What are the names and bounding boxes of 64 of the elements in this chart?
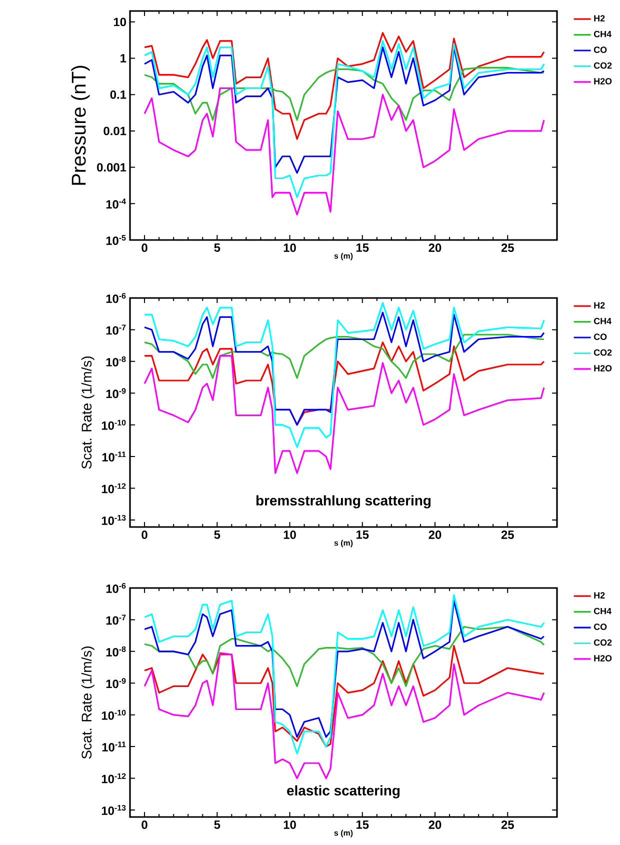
x-tick-label: 25	[501, 530, 514, 539]
y-tick-label: 10$^{-11}$	[102, 452, 126, 462]
x-tick-label: 25	[501, 244, 514, 252]
y-tick-label: 10	[114, 18, 126, 26]
y-tick-label: 0.001	[97, 163, 126, 172]
x-tick-label: 15	[356, 820, 369, 829]
y-tick-label: 10$^{-6}$	[106, 292, 126, 303]
y-tick-label: 10$^{-10}$	[102, 710, 126, 720]
legend-label: CH4	[594, 318, 612, 324]
y-tick-label: 10$^{-8}$	[106, 646, 126, 656]
x-tick-label: 10	[284, 820, 296, 829]
y-tick-label: 10$^{-13}$	[102, 514, 126, 525]
y-tick-label: 10$^{-7}$	[106, 614, 126, 625]
legend-label: H2O	[594, 365, 612, 372]
legend-label: CO	[594, 46, 607, 53]
x-tick-label: 20	[428, 244, 442, 252]
y-tick-label: 0.1	[110, 90, 126, 99]
x-tick-label: 5	[214, 820, 220, 829]
line-series	[144, 32, 545, 140]
y-axis-title: Scat. Rate (1/m/s)	[81, 646, 94, 759]
legend-label: CH4	[594, 30, 612, 38]
y-axis-title: Scat. Rate (1/m/s)	[81, 356, 94, 469]
y-tick-label: 10$^{-13}$	[102, 804, 126, 815]
x-tick-label: 0	[142, 530, 148, 539]
line-series	[144, 302, 545, 448]
y-tick-label: 1	[120, 54, 126, 62]
y-tick-label: 0.01	[104, 126, 126, 136]
x-tick-label: 15	[356, 244, 369, 252]
y-tick-label: 10$^{-9}$	[106, 678, 126, 688]
x-tick-label: 20	[428, 820, 442, 829]
legend-label: H2	[594, 592, 605, 598]
y-axis-title: Pressure (nT)	[71, 66, 90, 185]
y-tick-label: 10$^{-5}$	[106, 235, 126, 245]
legend-label: CO2	[594, 639, 612, 646]
x-tick-label: 25	[501, 820, 514, 829]
annotation: bremsstrahlung scattering	[256, 495, 431, 508]
x-tick-label: 10	[284, 530, 296, 539]
y-tick-label: 10$^{-12}$	[102, 773, 126, 784]
y-tick-label: 10$^{-10}$	[102, 420, 126, 430]
x-tick-label: 10	[284, 244, 296, 252]
legend-label: H2O	[594, 78, 612, 84]
annotation: elastic scattering	[287, 785, 400, 798]
legend-label: H2	[594, 15, 605, 22]
x-tick-label: 20	[428, 530, 442, 539]
y-tick-label: 10$^{-4}$	[106, 198, 126, 209]
legend-label: CH4	[594, 608, 612, 614]
y-tick-label: 10$^{-7}$	[106, 324, 126, 335]
y-tick-label: 10$^{-6}$	[106, 582, 126, 594]
x-tick-label: 5	[214, 530, 220, 539]
x-tick-label: 5	[214, 244, 220, 252]
legend-label: H2	[594, 302, 605, 308]
y-tick-label: 10$^{-9}$	[106, 388, 126, 398]
y-tick-label: 10$^{-11}$	[102, 742, 126, 752]
legend-label: CO2	[594, 62, 612, 69]
legend-label: CO	[594, 334, 607, 340]
legend-label: H2O	[594, 655, 612, 662]
legend-label: CO	[594, 624, 607, 630]
legend-label: CO2	[594, 349, 612, 356]
y-tick-label: 10$^{-12}$	[102, 483, 126, 494]
line-series	[144, 40, 545, 198]
x-tick-label: 0	[142, 820, 148, 829]
x-tick-label: 0	[142, 244, 148, 252]
y-tick-label: 10$^{-8}$	[106, 356, 126, 366]
x-tick-label: 15	[356, 530, 369, 539]
